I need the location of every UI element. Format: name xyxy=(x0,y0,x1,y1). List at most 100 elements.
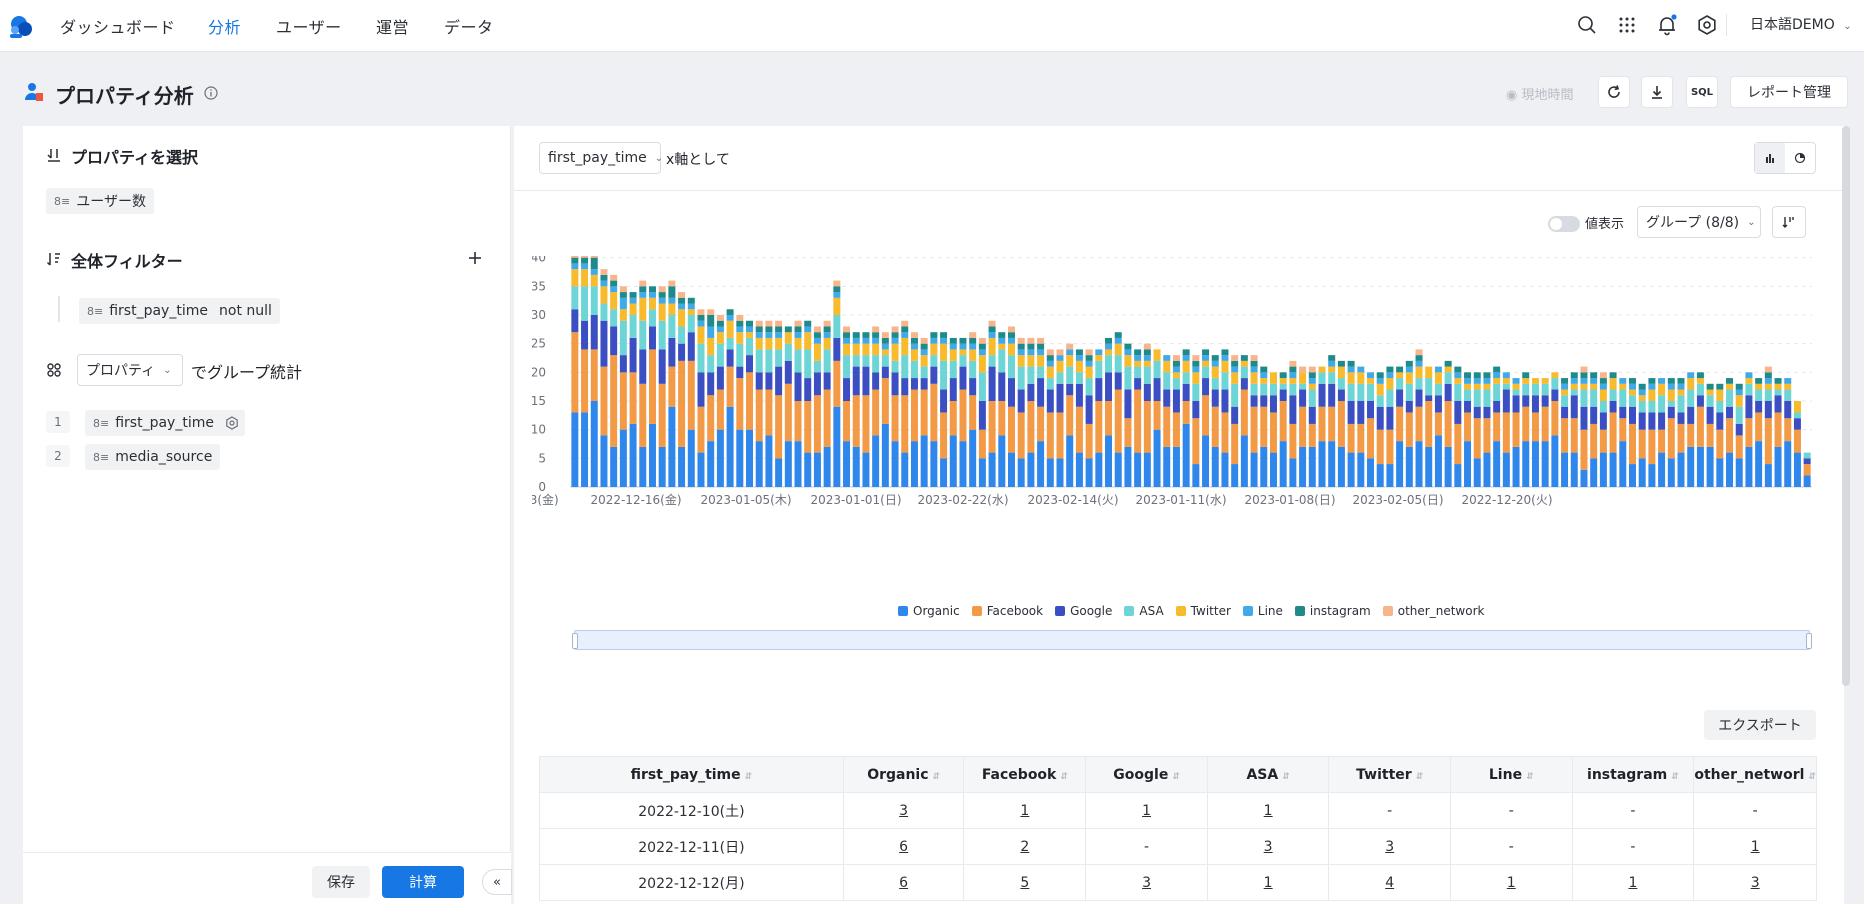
table-header-cell[interactable]: first_pay_time ⇵ xyxy=(539,756,844,793)
legend-item[interactable]: ASA xyxy=(1124,604,1164,618)
table-cell-link[interactable]: 2 xyxy=(1020,838,1030,855)
group-by-select[interactable]: プロパティ ⌄ xyxy=(77,354,183,386)
table-cell-link[interactable]: 6 xyxy=(899,874,909,891)
bar-segment xyxy=(1163,389,1171,407)
table-cell: 3 xyxy=(842,792,965,829)
settings-gear-icon[interactable] xyxy=(1696,14,1718,36)
bar-segment xyxy=(1182,349,1190,356)
bar-segment xyxy=(1609,372,1617,379)
sort-arrows-icon[interactable]: ⇵ xyxy=(1415,771,1424,782)
collapse-panel-button[interactable]: « xyxy=(482,869,512,895)
sort-arrows-icon[interactable]: ⇵ xyxy=(1060,771,1068,782)
legend-item[interactable]: Twitter xyxy=(1175,604,1231,618)
apps-grid-icon[interactable] xyxy=(1616,14,1638,36)
sort-arrows-icon[interactable]: ⇵ xyxy=(1671,771,1679,782)
legend-item[interactable]: Line xyxy=(1242,604,1283,618)
local-time-toggle[interactable]: ◉ 現地時間 xyxy=(1506,84,1574,103)
nav-data[interactable]: データ xyxy=(444,18,494,37)
bar-segment xyxy=(1075,383,1083,407)
table-header-cell[interactable]: Organic ⇵ xyxy=(842,756,965,793)
filter-property-chip[interactable]: 8≡ first_pay_time xyxy=(79,298,216,324)
bar-segment xyxy=(998,349,1006,373)
legend-item[interactable]: Facebook xyxy=(971,604,1043,618)
legend-item[interactable]: instagram xyxy=(1294,604,1371,618)
bar-segment xyxy=(1551,378,1559,390)
table-cell-link[interactable]: 1 xyxy=(1142,802,1152,819)
bar-segment xyxy=(1774,446,1782,487)
calculate-button[interactable]: 計算 xyxy=(382,866,464,898)
save-button[interactable]: 保存 xyxy=(312,866,370,898)
sort-arrows-icon[interactable]: ⇵ xyxy=(1172,771,1180,782)
table-header-cell[interactable]: instagram ⇵ xyxy=(1571,756,1695,793)
right-panel-scrollbar[interactable] xyxy=(1842,126,1850,686)
sort-button[interactable] xyxy=(1772,206,1806,238)
nav-operations[interactable]: 運営 xyxy=(376,18,410,37)
bar-segment xyxy=(1211,378,1219,390)
bar-segment xyxy=(1396,366,1404,373)
table-header-cell[interactable]: Twitter ⇵ xyxy=(1328,756,1452,793)
zoom-handle-right[interactable] xyxy=(1806,633,1812,649)
table-cell-link[interactable]: 4 xyxy=(1385,874,1395,891)
nav-analysis[interactable]: 分析 xyxy=(208,18,242,37)
sort-arrows-icon[interactable]: ⇵ xyxy=(744,771,753,782)
table-header-cell[interactable]: other_networl ⇵ xyxy=(1693,756,1817,793)
sql-button[interactable]: SQL xyxy=(1686,76,1718,108)
bar-segment xyxy=(1405,412,1413,447)
bar-segment xyxy=(1105,349,1113,356)
group-item-chip[interactable]: 8≡ first_pay_time xyxy=(85,410,222,436)
table-header-cell[interactable]: ASA ⇵ xyxy=(1206,756,1330,793)
filter-operator-chip[interactable]: not null xyxy=(211,298,280,324)
sort-arrows-icon[interactable]: ⇵ xyxy=(1282,771,1290,782)
download-button[interactable] xyxy=(1641,76,1673,108)
group-item-chip[interactable]: 8≡ media_source xyxy=(85,444,221,470)
legend-item[interactable]: Organic xyxy=(898,604,960,618)
table-cell-link[interactable]: 3 xyxy=(1263,838,1273,855)
table-cell-link[interactable]: 3 xyxy=(1142,874,1152,891)
table-cell-link[interactable]: 1 xyxy=(1750,838,1760,855)
user-menu[interactable]: 日本語DEMO ⌄ xyxy=(1750,14,1852,34)
search-icon[interactable] xyxy=(1576,14,1598,36)
sort-arrows-icon[interactable]: ⇵ xyxy=(1808,771,1816,782)
refresh-button[interactable] xyxy=(1598,76,1630,108)
sort-arrows-icon[interactable]: ⇵ xyxy=(932,771,941,782)
legend-item[interactable]: other_network xyxy=(1382,604,1484,618)
metric-chip[interactable]: 8≡ ユーザー数 xyxy=(46,188,154,214)
table-cell-link[interactable]: 3 xyxy=(899,802,909,819)
table-cell-link[interactable]: 1 xyxy=(1020,802,1030,819)
table-header-cell[interactable]: Google ⇵ xyxy=(1085,756,1208,793)
info-icon[interactable] xyxy=(204,86,218,100)
zoom-handle-left[interactable] xyxy=(572,633,578,649)
bar-segment xyxy=(1561,418,1569,453)
add-filter-icon[interactable] xyxy=(467,250,483,266)
value-display-toggle[interactable] xyxy=(1548,216,1580,232)
sort-arrows-icon[interactable]: ⇵ xyxy=(1526,771,1534,782)
report-management-button[interactable]: レポート管理 xyxy=(1730,76,1848,108)
group-item-settings-button[interactable] xyxy=(219,410,245,436)
bell-icon[interactable] xyxy=(1656,14,1678,36)
pie-chart-icon[interactable] xyxy=(1785,143,1815,173)
legend-item[interactable]: Google xyxy=(1055,604,1112,618)
bar-segment xyxy=(901,452,909,487)
nav-users[interactable]: ユーザー xyxy=(276,18,342,37)
bar-segment xyxy=(1027,349,1035,356)
bar-segment xyxy=(794,337,802,350)
table-cell-link[interactable]: 6 xyxy=(899,838,909,855)
table-cell-link[interactable]: 1 xyxy=(1263,802,1273,819)
app-logo-icon[interactable] xyxy=(6,12,34,40)
group-filter-select[interactable]: グループ (8/8) ⌄ xyxy=(1637,206,1761,238)
bar-segment xyxy=(1337,401,1345,447)
x-axis-select[interactable]: first_pay_time ⌄ xyxy=(539,142,663,174)
export-button[interactable]: エクスポート xyxy=(1704,710,1816,740)
table-cell-link[interactable]: 3 xyxy=(1750,874,1760,891)
bar-segment xyxy=(1289,372,1297,379)
table-cell-link[interactable]: 1 xyxy=(1506,874,1516,891)
table-cell-link[interactable]: 5 xyxy=(1020,874,1030,891)
table-cell-link[interactable]: 1 xyxy=(1263,874,1273,891)
table-cell-link[interactable]: 3 xyxy=(1385,838,1395,855)
nav-dashboard[interactable]: ダッシュボード xyxy=(60,18,176,37)
chart-zoom-slider[interactable] xyxy=(572,630,1812,650)
table-header-cell[interactable]: Facebook ⇵ xyxy=(963,756,1087,793)
bar-chart-icon[interactable] xyxy=(1755,143,1785,173)
table-header-cell[interactable]: Line ⇵ xyxy=(1450,756,1573,793)
table-cell-link[interactable]: 1 xyxy=(1628,874,1638,891)
